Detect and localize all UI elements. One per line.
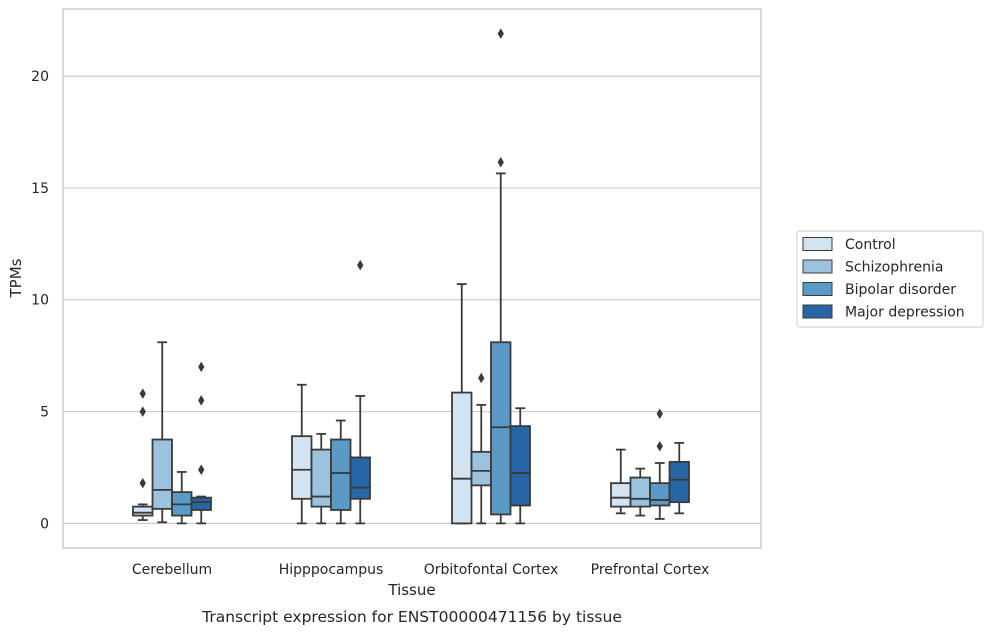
outlier-point	[497, 28, 504, 39]
y-tick-label: 20	[31, 69, 49, 85]
box	[171, 471, 193, 525]
chart-caption: Transcript expression for ENST0000047115…	[201, 608, 622, 626]
outlier-point	[656, 440, 663, 452]
legend-label: Schizophrenia	[845, 260, 943, 276]
x-tick-label: Hipppocampus	[279, 562, 384, 578]
outlier-point	[198, 395, 205, 406]
box-body	[330, 438, 352, 511]
box-body	[490, 341, 512, 516]
outlier-point	[139, 388, 146, 399]
legend-label: Bipolar disorder	[845, 282, 956, 298]
x-tick-label: Prefrontal Cortex	[591, 562, 710, 578]
box	[451, 283, 473, 525]
legend-swatch	[802, 282, 833, 296]
legend-label: Major depression	[845, 305, 965, 321]
x-tick-label: Cerebellum	[132, 562, 212, 578]
y-tick-label: 15	[31, 181, 49, 197]
legend-swatch	[802, 259, 833, 274]
box-body	[509, 425, 531, 507]
legend-item: Bipolar disorder	[802, 282, 956, 298]
y-tick-label: 5	[40, 405, 49, 421]
legend-item: Major depression	[802, 304, 965, 321]
legend-label: Control	[845, 237, 896, 253]
box	[349, 259, 371, 525]
box	[629, 467, 651, 517]
box-body	[190, 496, 212, 511]
box	[470, 372, 492, 525]
box	[330, 419, 352, 525]
y-tick-label: 0	[40, 516, 49, 532]
box-body	[668, 460, 690, 504]
legend-swatch	[802, 304, 833, 319]
legend: Control Schizophrenia Bipolar disorder Majo…	[796, 230, 984, 328]
outlier-point	[139, 477, 146, 489]
outlier-point	[357, 259, 364, 271]
box	[310, 433, 332, 525]
box	[490, 28, 512, 525]
legend-frame	[796, 230, 984, 328]
y-axis-ticks: 0 5 10 15 20	[31, 69, 49, 532]
box-body	[629, 476, 651, 508]
box-body	[470, 450, 492, 487]
box	[649, 408, 671, 520]
y-axis-label: TPMs	[7, 258, 25, 298]
x-tick-label: Orbitofontal Cortex	[424, 562, 559, 578]
outlier-point	[198, 361, 205, 373]
box-body	[610, 482, 632, 508]
box	[610, 448, 632, 515]
y-tick-label: 10	[31, 293, 49, 309]
box-body	[451, 391, 473, 525]
box-body	[132, 505, 154, 517]
box	[190, 361, 212, 525]
outlier-point	[198, 464, 205, 475]
outlier-point	[497, 156, 504, 168]
box	[132, 388, 154, 521]
outlier-point	[656, 408, 663, 420]
x-axis-ticks: Cerebellum Hipppocampus Orbitofontal Corte…	[132, 562, 709, 578]
box-body	[349, 456, 371, 500]
legend-swatch	[802, 237, 833, 251]
box-body	[291, 435, 313, 500]
box	[291, 383, 313, 525]
box	[668, 441, 690, 515]
box	[509, 407, 531, 525]
legend-item: Schizophrenia	[802, 259, 943, 276]
box-body	[151, 438, 173, 510]
x-axis-label: Tissue	[387, 581, 435, 599]
legend-item: Control	[802, 237, 896, 253]
plot-frame	[62, 8, 762, 549]
grid-lines	[63, 75, 761, 524]
outlier-point	[139, 406, 146, 417]
outlier-point	[478, 372, 485, 384]
box	[151, 341, 173, 524]
boxes	[132, 28, 690, 525]
box-body	[649, 482, 671, 507]
box-body	[310, 448, 332, 508]
